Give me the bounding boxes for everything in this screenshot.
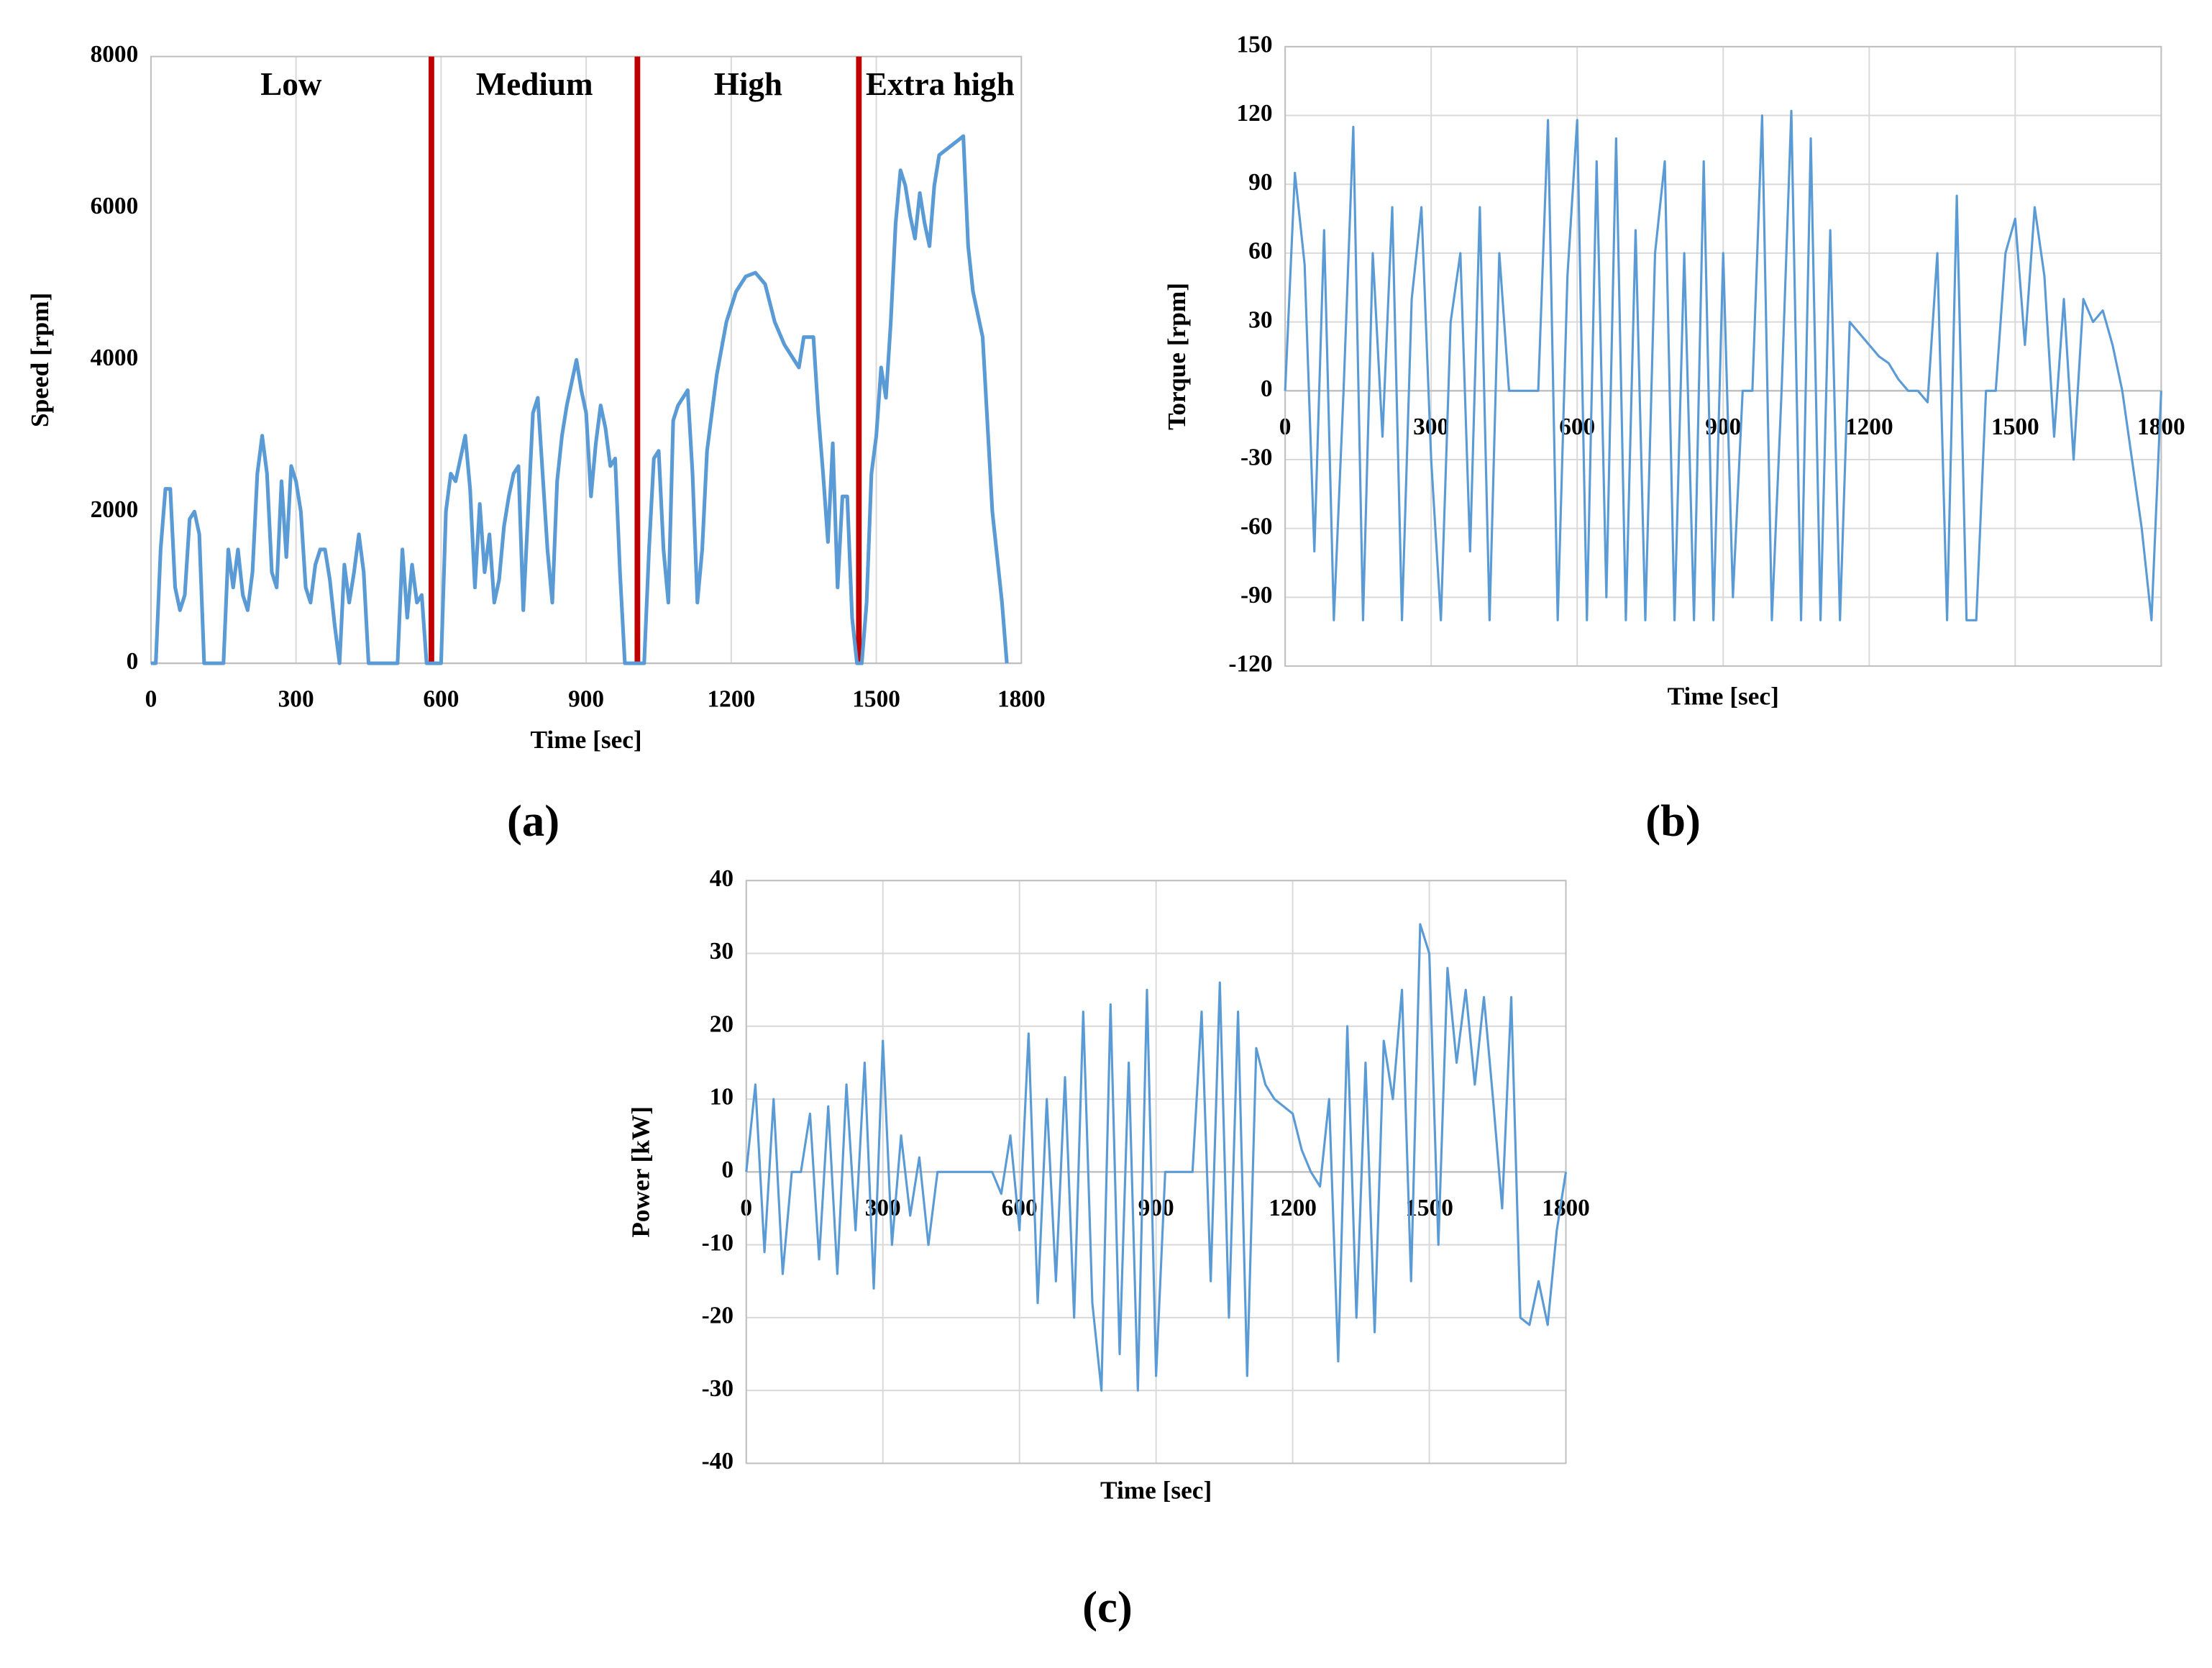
x-tick-label: 300 <box>278 686 314 713</box>
y-tick-label: 0 <box>127 648 139 675</box>
phase-annotation: Low <box>260 66 322 102</box>
y-axis-title: Torque [rpm] <box>1163 283 1191 430</box>
x-tick-label: 900 <box>568 686 604 713</box>
y-axis-title: Power [kW] <box>627 1106 655 1238</box>
phase-annotation: High <box>714 66 782 102</box>
y-axis-title: Speed [rpm] <box>26 293 54 427</box>
y-tick-label: 4000 <box>91 345 139 371</box>
x-tick-label: 0 <box>145 686 157 713</box>
phase-annotation: Extra high <box>866 66 1015 102</box>
panel-label: (c) <box>1082 1582 1133 1632</box>
y-tick-label: 0 <box>1261 375 1273 402</box>
x-tick-label: 900 <box>1705 414 1741 440</box>
panel-label: (b) <box>1645 796 1701 846</box>
y-tick-label: 2000 <box>91 496 139 523</box>
y-tick-label: 8000 <box>91 41 139 68</box>
y-tick-label: 0 <box>721 1157 733 1183</box>
y-tick-label: 120 <box>1236 100 1272 127</box>
x-tick-label: 600 <box>1559 414 1595 440</box>
data-line <box>1284 109 2162 621</box>
x-tick-label: 900 <box>1138 1195 1174 1221</box>
data-line <box>150 134 1009 665</box>
phase-annotation: Medium <box>476 66 593 102</box>
y-tick-label: 10 <box>710 1084 733 1111</box>
y-tick-label: 6000 <box>91 193 139 219</box>
y-tick-label: -60 <box>1240 513 1272 539</box>
x-tick-label: 600 <box>423 686 459 713</box>
y-tick-label: -120 <box>1228 651 1272 678</box>
y-tick-label: 20 <box>710 1011 733 1037</box>
y-tick-label: 30 <box>710 938 733 965</box>
y-tick-label: 90 <box>1248 169 1272 196</box>
y-tick-label: -30 <box>1240 445 1272 471</box>
x-axis-title: Time [sec] <box>1100 1477 1212 1505</box>
x-tick-label: 1200 <box>1845 414 1893 440</box>
y-tick-label: -90 <box>1240 582 1272 609</box>
panel-label: (a) <box>507 796 559 846</box>
y-tick-label: -30 <box>702 1375 733 1402</box>
x-tick-label: 1200 <box>1269 1195 1317 1221</box>
y-tick-label: 60 <box>1248 238 1272 265</box>
x-axis-title: Time [sec] <box>1668 682 1779 710</box>
y-tick-label: -40 <box>702 1448 733 1475</box>
x-axis-title: Time [sec] <box>531 726 642 754</box>
chart-panel: 0 2000 4000 6000 8000 0 300 600 900 1200 1500 1800 L… <box>26 41 1046 846</box>
y-tick-label: 30 <box>1248 306 1272 333</box>
plot-frame <box>1284 45 2162 667</box>
x-tick-label: 1800 <box>997 686 1046 713</box>
y-tick-label: 40 <box>710 865 733 892</box>
y-tick-label: 150 <box>1236 32 1272 58</box>
x-tick-label: 1200 <box>708 686 756 713</box>
data-line <box>745 923 1568 1392</box>
x-tick-label: 1500 <box>1991 414 2039 440</box>
y-tick-label: -10 <box>702 1229 733 1256</box>
y-tick-label: -20 <box>702 1303 733 1329</box>
x-tick-label: 1500 <box>852 686 900 713</box>
